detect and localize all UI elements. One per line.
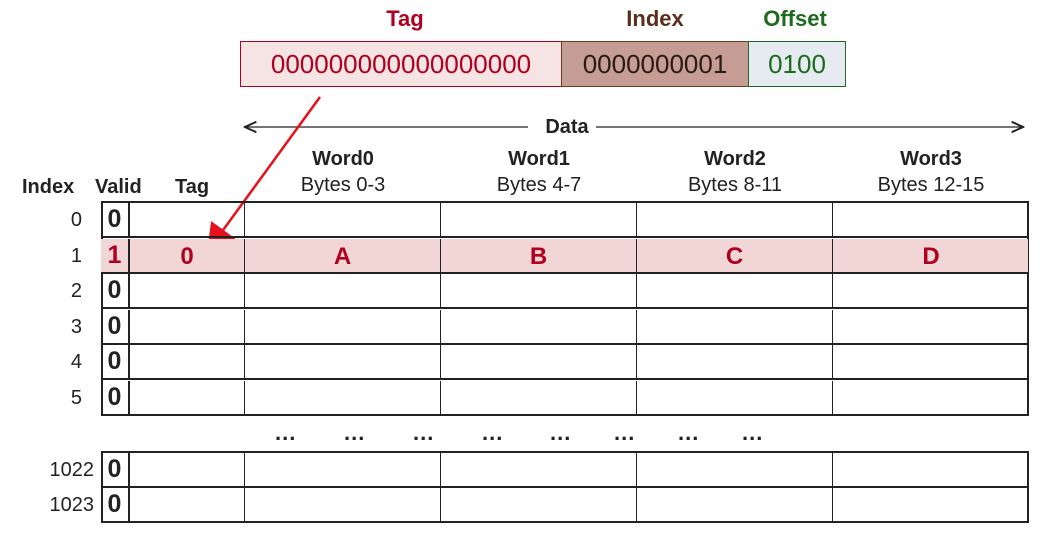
valid-bit: 1: [101, 238, 130, 274]
word2-cell: [637, 274, 833, 309]
word0-cell: [245, 345, 441, 380]
ellipsis: ...: [614, 420, 636, 445]
word1-cell: [441, 309, 637, 345]
offset-field-label: Offset: [763, 6, 827, 31]
ellipsis: ...: [742, 420, 764, 445]
word2-cell: [637, 380, 833, 416]
word1-cell: B: [441, 238, 637, 274]
word3-cell: [833, 381, 1029, 416]
valid-bit: 0: [101, 309, 130, 345]
row-index: 1: [70, 244, 82, 267]
table-row: [130, 453, 1028, 488]
row-index: 4: [70, 351, 82, 373]
tag-cell: 0: [130, 238, 245, 274]
index-field-label: Index: [626, 6, 684, 31]
word1-cell: [441, 274, 637, 309]
word0-cell: [245, 380, 441, 416]
word2-cell: C: [637, 238, 833, 274]
data-label: Data: [545, 116, 589, 138]
table-row: [130, 380, 1029, 416]
word0-cell: [245, 274, 441, 309]
valid-bit: 0: [101, 453, 130, 488]
word3-cell: [833, 274, 1029, 309]
tag-cell: [130, 309, 245, 345]
tag-compare-arrow: [207, 96, 322, 253]
word1-cell: [441, 453, 637, 488]
row-index: 5: [70, 386, 82, 409]
row-index: 0: [70, 209, 82, 231]
ellipsis: ...: [344, 420, 366, 445]
table-row: [130, 345, 1028, 380]
word3-cell: [833, 203, 1029, 238]
ellipsis: ...: [413, 420, 435, 445]
table-row: [130, 274, 1028, 309]
valid-bit: 0: [101, 488, 130, 523]
row-index: 1023: [49, 494, 95, 516]
word3-cell: [833, 453, 1029, 488]
word1-cell: [441, 345, 637, 380]
tag-cell: [130, 453, 245, 488]
table-row: [130, 203, 1028, 238]
word0-cell: [245, 203, 441, 238]
word2-cell: [637, 309, 833, 345]
tag-cell: [130, 488, 245, 523]
tag-column-header: Tag: [175, 176, 210, 198]
tag-cell: [130, 380, 245, 416]
row-index: 1022: [49, 459, 95, 481]
valid-column-header: Valid: [95, 176, 142, 198]
word1-header: Word1 Bytes 4-7: [496, 148, 582, 196]
word0-header: Word0 Bytes 0-3: [300, 148, 386, 196]
word0-cell: [245, 453, 441, 488]
valid-bit: 0: [101, 274, 130, 309]
word1-cell: [441, 203, 637, 238]
index-column-header: Index: [22, 176, 75, 198]
word3-cell: [833, 345, 1029, 380]
tag-cell: [130, 203, 245, 238]
word2-header: Word2 Bytes 8-11: [687, 148, 783, 196]
tag-cell: [130, 274, 245, 309]
word2-cell: [637, 203, 833, 238]
word2-cell: [637, 488, 833, 523]
word0-cell: [245, 488, 441, 523]
word2-cell: [637, 453, 833, 488]
word3-cell: [833, 310, 1029, 345]
word3-cell: D: [922, 242, 940, 270]
word0-cell: A: [245, 238, 441, 274]
valid-bit: 0: [101, 380, 130, 416]
index-bits-box: 0000000001: [561, 41, 749, 87]
valid-bit: 0: [101, 203, 130, 238]
word2-cell: [637, 345, 833, 380]
ellipsis: ...: [482, 420, 504, 445]
word1-cell: [441, 380, 637, 416]
word0-cell: [245, 309, 441, 345]
ellipsis: ...: [275, 420, 297, 445]
row-index: 2: [70, 280, 82, 302]
word3-cell: [833, 488, 1029, 523]
tag-field-label: Tag: [386, 6, 424, 31]
valid-bit: 0: [101, 345, 130, 380]
table-row: [130, 488, 1028, 523]
word3-header: Word3 Bytes 12-15: [877, 148, 985, 196]
row-index: 3: [70, 315, 82, 338]
tag-cell: [130, 345, 245, 380]
table-row: [130, 309, 1029, 345]
ellipsis: ...: [678, 420, 700, 445]
ellipsis: ...: [550, 420, 572, 445]
word1-cell: [441, 488, 637, 523]
offset-bits-box: 0100: [748, 41, 846, 87]
